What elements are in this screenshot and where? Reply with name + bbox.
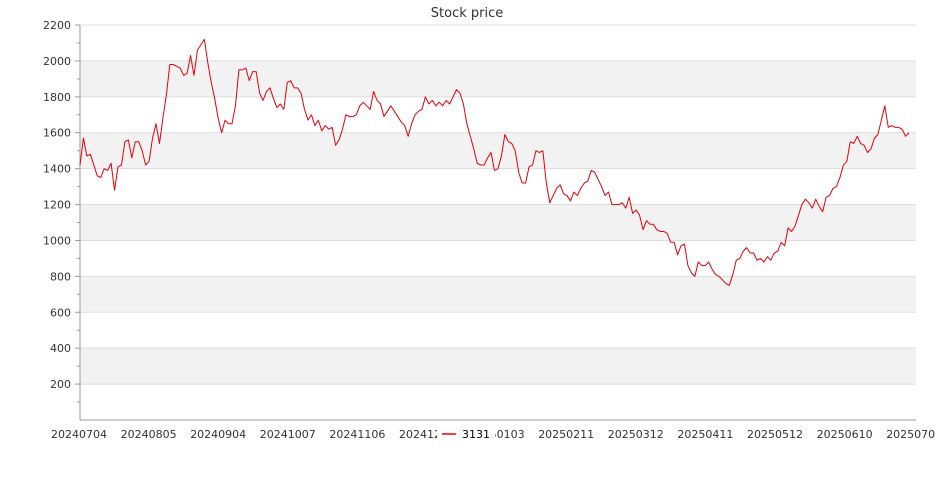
y-tick-label: 600	[50, 306, 71, 319]
y-tick-label: 1400	[43, 163, 71, 176]
x-tick-label: 20240704	[51, 428, 107, 441]
y-tick-label: 800	[50, 270, 71, 283]
grid-band	[80, 132, 916, 169]
y-axis: 200 400 600 800 1000 1200 1400 1600 1800 2000 2200	[43, 19, 81, 420]
horizontal-gridlines	[80, 24, 916, 385]
grid-band	[80, 168, 916, 205]
x-tick-label: 20250512	[747, 428, 803, 441]
x-tick-label: 20250312	[608, 428, 664, 441]
x-tick-label: 20241007	[260, 428, 316, 441]
legend-box	[437, 426, 495, 442]
grid-band	[80, 60, 916, 97]
y-tick-label: 1800	[43, 91, 71, 104]
grid-band	[80, 204, 916, 241]
grid-bands	[80, 25, 916, 420]
grid-band	[80, 276, 916, 313]
y-tick-label: 2000	[43, 55, 71, 68]
y-tick-label: 1200	[43, 199, 71, 212]
y-tick-label: 400	[50, 342, 71, 355]
chart-title: Stock price	[431, 6, 503, 21]
y-tick-label: 1600	[43, 127, 71, 140]
grid-band	[80, 348, 916, 385]
x-tick-label: 20250411	[677, 428, 733, 441]
y-tick-label: 2200	[43, 19, 71, 32]
x-tick-label: 20250610	[817, 428, 873, 441]
x-tick-label: 20250709	[886, 428, 935, 441]
grid-band	[80, 96, 916, 133]
y-tick-label: 200	[50, 378, 71, 391]
series-layer	[79, 38, 910, 286]
x-tick-label: 20240904	[190, 428, 246, 441]
y-tick-label: 1000	[43, 234, 71, 247]
grid-band	[80, 384, 916, 420]
legend: 3131	[437, 426, 495, 442]
x-tick-label: 20241106	[329, 428, 385, 441]
grid-band	[80, 312, 916, 349]
x-tick-label: 20240805	[121, 428, 177, 441]
series-line	[79, 38, 910, 286]
grid-band	[80, 240, 916, 277]
legend-label: 3131	[462, 428, 490, 441]
x-tick-label: 20250211	[538, 428, 594, 441]
grid-band	[80, 25, 916, 61]
